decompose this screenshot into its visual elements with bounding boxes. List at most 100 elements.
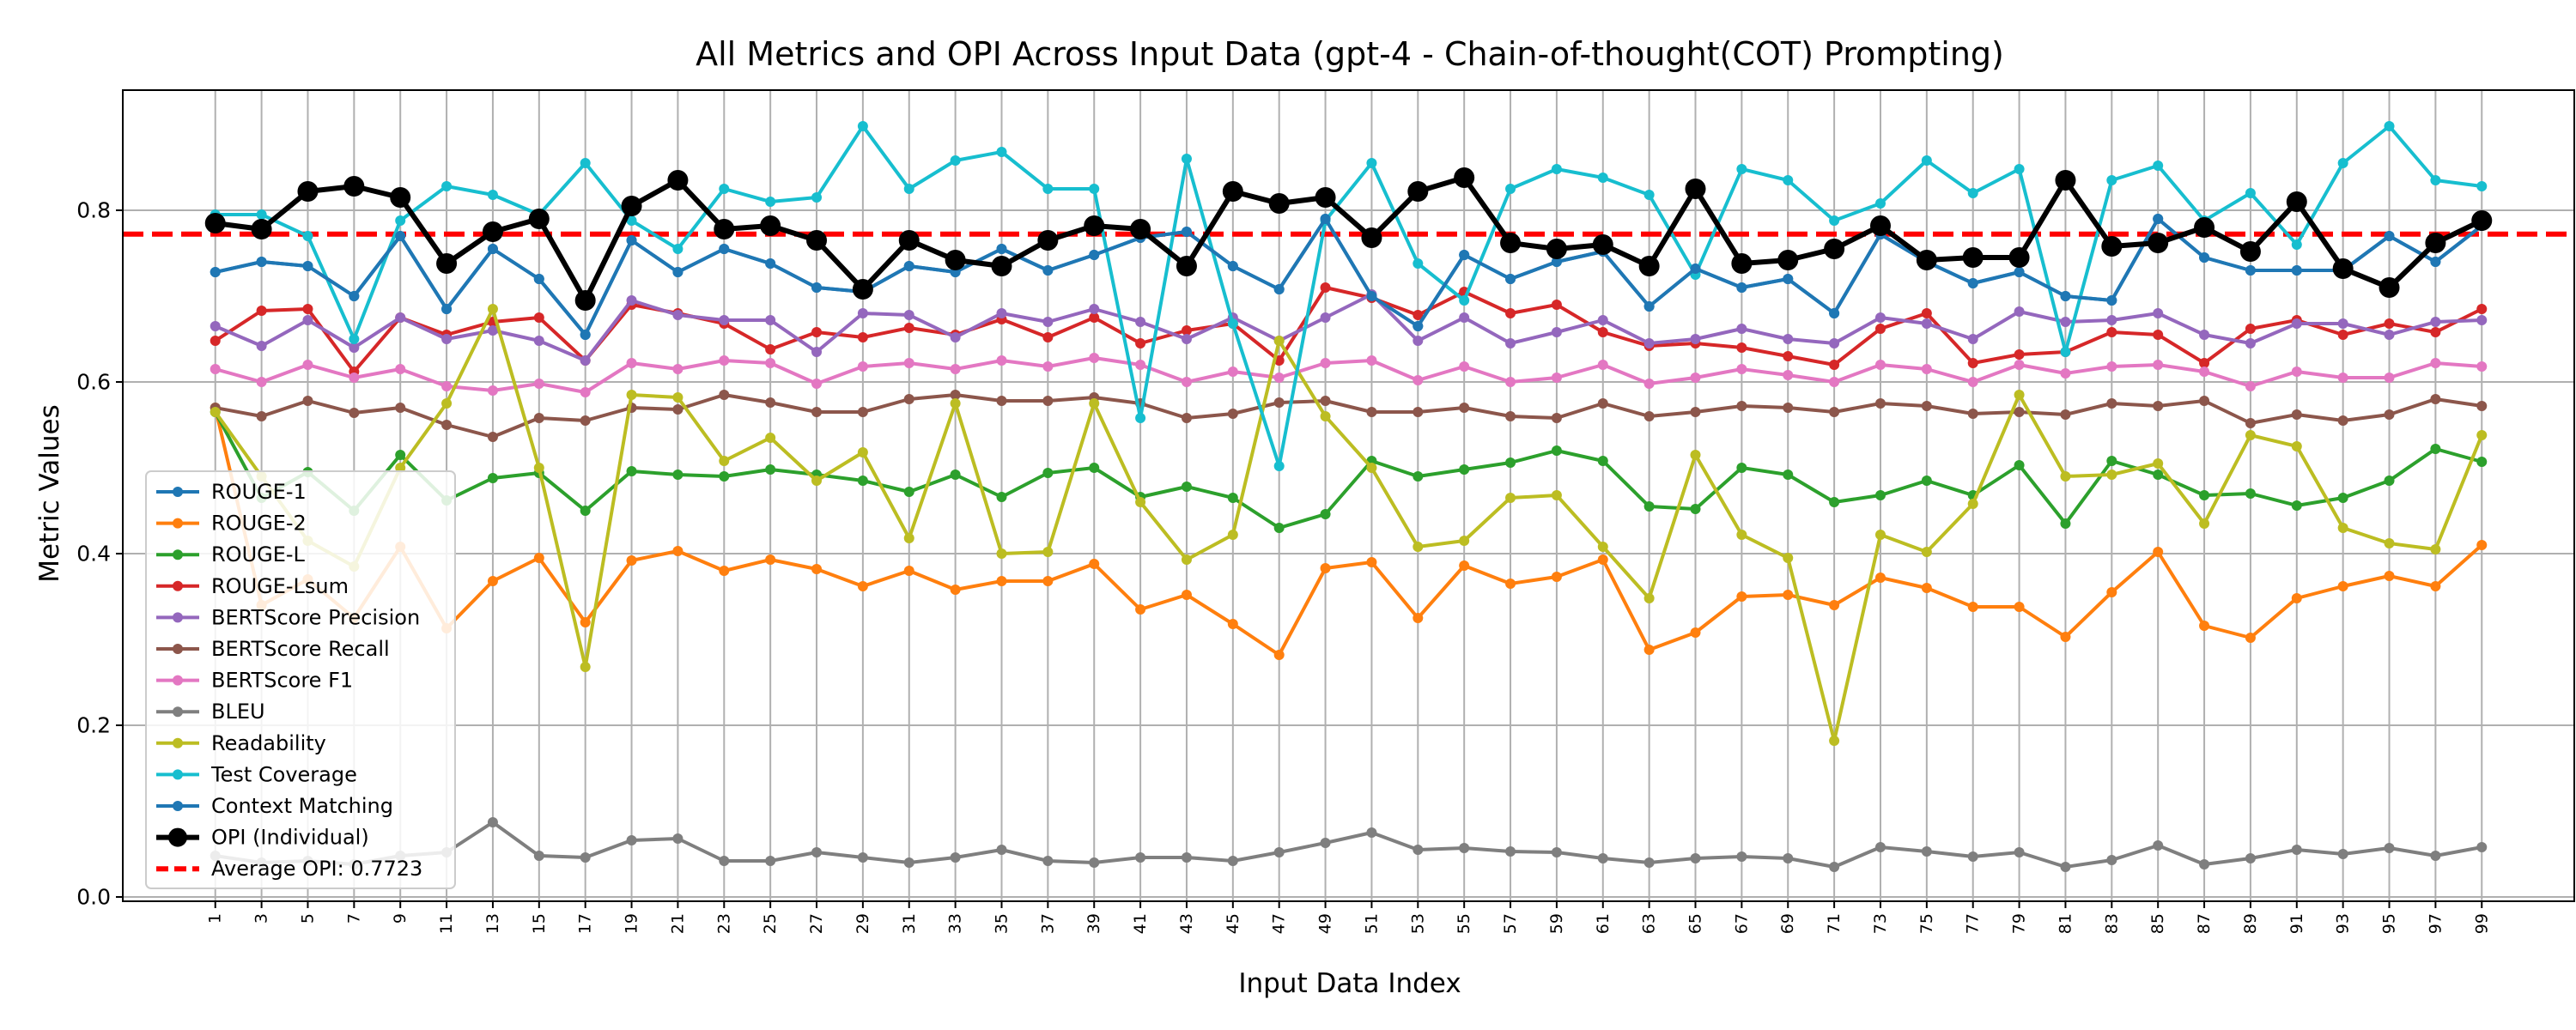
data-point-test-coverage <box>487 190 498 200</box>
data-point-test-coverage <box>811 192 823 203</box>
data-point-bleu <box>1736 851 1747 862</box>
data-point-readability <box>1459 536 1470 546</box>
data-point-test-coverage <box>1135 413 1146 423</box>
data-point-bleu <box>2245 853 2256 863</box>
legend-entry-test-coverage: Test Coverage <box>156 762 357 786</box>
data-point-bertscore-recall <box>2291 409 2302 420</box>
data-point-bertscore-f1 <box>441 381 453 391</box>
data-point-readability <box>903 533 914 543</box>
x-tick-label: 73 <box>1871 913 1890 934</box>
data-point-bertscore-recall <box>765 397 776 408</box>
x-tick-label: 45 <box>1224 913 1242 934</box>
data-point-rouge-l <box>672 470 683 480</box>
data-point-bertscore-f1 <box>2153 360 2164 370</box>
x-tick-label: 65 <box>1686 913 1705 934</box>
data-point-readability <box>1829 736 1840 746</box>
data-point-readability <box>1597 542 1608 552</box>
data-point-test-coverage <box>2060 347 2071 357</box>
data-point-bertscore-precision <box>950 332 961 342</box>
data-point-readability <box>857 447 868 457</box>
data-point-bertscore-recall <box>811 407 823 417</box>
data-point-rouge-2 <box>1273 650 1285 660</box>
data-point-readability <box>765 433 776 443</box>
data-point-opi-individual <box>436 253 458 274</box>
data-point-opi-individual <box>852 279 873 300</box>
data-point-bertscore-precision <box>580 355 591 366</box>
series-line-opi-individual <box>215 175 2483 303</box>
data-point-opi-individual <box>2379 277 2400 298</box>
series-rouge-l <box>210 407 2488 533</box>
data-point-bertscore-precision <box>1320 312 1331 323</box>
x-tick-label: 71 <box>1825 913 1844 934</box>
y-axis-ticks: 0.0 0.2 0.4 0.6 0.8 <box>76 198 123 910</box>
x-tick-label: 49 <box>1316 913 1335 934</box>
data-point-bertscore-recall <box>2153 401 2164 411</box>
data-point-bertscore-precision <box>1597 315 1608 325</box>
data-point-context-matching <box>349 291 360 301</box>
legend-marker <box>173 612 183 623</box>
data-point-bleu <box>487 817 498 827</box>
data-point-rouge-2 <box>719 566 730 576</box>
data-point-bertscore-precision <box>2153 308 2164 318</box>
data-point-rouge-2 <box>1042 576 1054 586</box>
data-point-bertscore-precision <box>1135 317 1146 327</box>
y-tick-label: 0.0 <box>76 885 111 910</box>
data-point-opi-individual <box>2471 210 2493 231</box>
x-tick-label: 61 <box>1594 913 1613 934</box>
series-line-bleu <box>215 821 2482 869</box>
x-tick-label: 93 <box>2334 913 2353 934</box>
data-point-bertscore-f1 <box>1413 375 1424 385</box>
data-point-bleu <box>811 847 823 857</box>
x-tick-label: 17 <box>576 913 595 934</box>
data-point-bleu <box>1505 846 1516 857</box>
data-point-bertscore-precision <box>210 321 221 331</box>
data-point-bertscore-recall <box>395 403 406 413</box>
data-point-test-coverage <box>1551 164 1562 174</box>
x-tick-label: 55 <box>1455 913 1473 934</box>
data-point-opi-individual <box>621 196 642 216</box>
data-point-bertscore-precision <box>1921 318 1932 329</box>
series-line-context-matching <box>215 217 2483 336</box>
data-point-readability <box>672 392 683 403</box>
data-point-bertscore-precision <box>1181 334 1192 344</box>
data-point-rouge-2 <box>580 617 591 627</box>
data-point-rouge-2 <box>2060 632 2071 642</box>
data-point-bleu <box>1320 838 1331 848</box>
data-point-opi-individual <box>1315 187 1336 208</box>
data-point-rouge-lsum <box>1829 360 1840 370</box>
data-point-bleu <box>1643 857 1655 868</box>
legend-label: OPI (Individual) <box>211 826 369 850</box>
data-point-bertscore-recall <box>487 432 498 442</box>
data-point-test-coverage <box>2014 164 2025 174</box>
data-point-bertscore-recall <box>1690 407 1701 417</box>
x-tick-label: 5 <box>298 913 317 924</box>
data-point-bleu <box>1690 853 1701 863</box>
data-point-bertscore-precision <box>719 315 730 325</box>
data-point-bleu <box>1829 862 1840 872</box>
data-point-test-coverage <box>950 155 961 166</box>
data-point-rouge-2 <box>2106 587 2117 597</box>
data-point-opi-individual <box>2055 170 2076 191</box>
data-point-readability <box>1921 547 1932 557</box>
data-point-opi-individual <box>714 219 735 239</box>
data-point-rouge-lsum <box>302 304 313 314</box>
data-point-bertscore-precision <box>349 342 360 353</box>
data-point-opi-individual <box>1130 219 1151 239</box>
data-point-test-coverage <box>2245 188 2256 198</box>
data-point-rouge-2 <box>2199 621 2210 631</box>
data-point-rouge-2 <box>1736 591 1747 602</box>
data-point-rouge-l <box>1089 463 1100 473</box>
data-point-context-matching <box>1783 274 1794 284</box>
data-point-bertscore-f1 <box>580 387 591 397</box>
data-point-context-matching <box>1089 250 1100 260</box>
grid <box>123 90 2574 901</box>
y-tick-label: 0.2 <box>76 713 111 738</box>
data-point-readability <box>2014 390 2025 400</box>
data-point-rouge-lsum <box>256 306 267 316</box>
data-point-bertscore-recall <box>256 411 267 421</box>
data-point-bertscore-recall <box>302 396 313 406</box>
data-point-rouge-l <box>1874 490 1886 500</box>
legend-entry-bertscore-f1: BERTScore F1 <box>156 669 353 693</box>
data-point-readability <box>1181 554 1192 565</box>
